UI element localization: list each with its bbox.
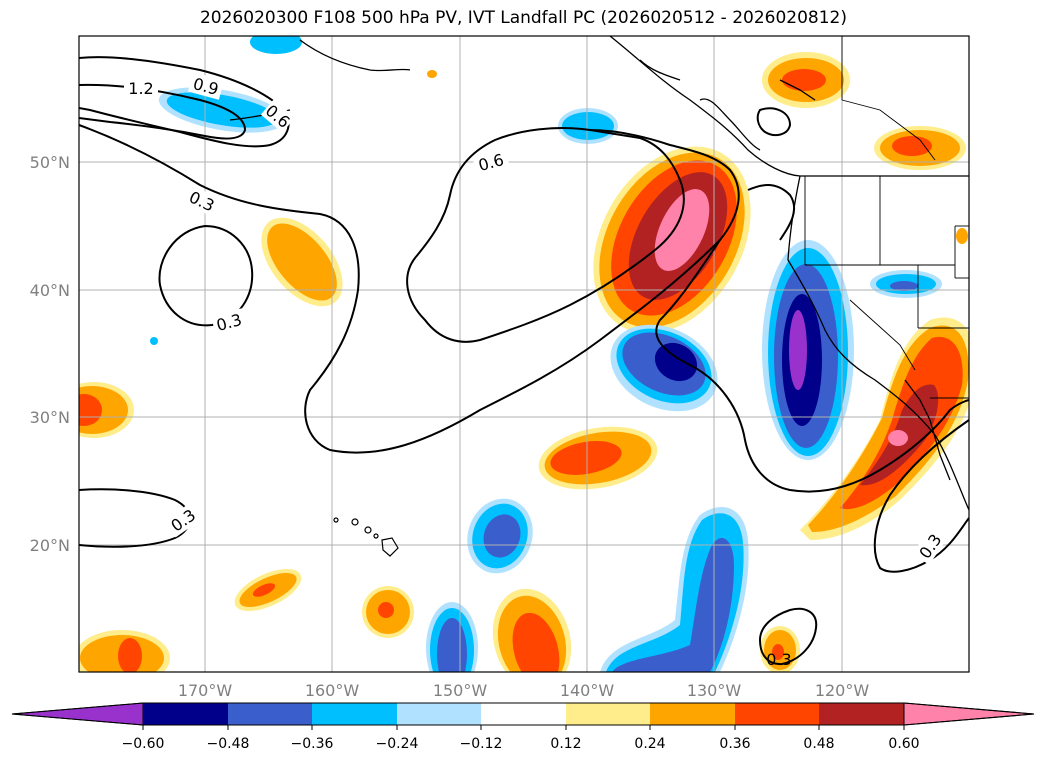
colorbar-tick-label: 0.24	[634, 736, 665, 752]
lon-label: 150°W	[433, 681, 488, 700]
colorbar-tick-label: 0.48	[803, 736, 834, 752]
colorbar-tick-label: 0.12	[550, 736, 581, 752]
positive-anomaly-shade	[427, 70, 437, 78]
positive-anomaly-shade	[892, 136, 932, 156]
pv-contours	[79, 56, 969, 666]
borders	[804, 36, 969, 399]
pv-contour-0-3	[158, 224, 254, 327]
pv-contour-0-6	[655, 239, 969, 493]
positive-anomaly-shade	[772, 644, 784, 660]
colorbar-tick-label: 0.36	[719, 736, 750, 752]
colorbar-segment	[566, 703, 650, 725]
lat-label: 40°N	[30, 281, 70, 300]
positive-anomaly-shade	[252, 583, 276, 597]
lon-label: 120°W	[815, 681, 870, 700]
contour-label: 1.2	[128, 79, 153, 98]
hawaii-islands	[333, 517, 399, 557]
lat-label: 50°N	[30, 153, 70, 172]
negative-anomaly-shade	[250, 36, 302, 54]
colorbar-segment	[143, 703, 228, 725]
colorbar-segment	[650, 703, 735, 725]
positive-anomaly-shade	[654, 189, 710, 271]
positive-anomaly-shade	[888, 430, 908, 446]
lon-label: 140°W	[560, 681, 615, 700]
colorbar-segment	[228, 703, 312, 725]
negative-anomaly-shade	[166, 92, 278, 128]
colorbar-tick-label: −0.24	[376, 736, 419, 752]
negative-anomaly-shade	[654, 342, 698, 382]
colorbar-segment	[312, 703, 397, 725]
positive-anomaly-shade	[550, 441, 622, 475]
colorbar-tick-label: −0.12	[460, 736, 503, 752]
positive-anomaly-shade	[782, 69, 826, 91]
pv-contour-0-6	[747, 184, 796, 241]
contour-label: 0.3	[766, 650, 791, 669]
positive-anomaly-shade	[378, 602, 394, 618]
positive-anomaly-shade	[956, 228, 968, 244]
lon-label: 160°W	[305, 681, 360, 700]
positive-anomaly-shade	[512, 612, 560, 672]
colorbar-segment	[481, 703, 566, 725]
negative-anomaly-shade	[437, 618, 467, 672]
negative-anomaly-shade	[612, 537, 734, 672]
colorbar-tick-label: −0.60	[122, 736, 165, 752]
lat-label: 30°N	[30, 408, 70, 427]
negative-anomaly-shade	[150, 337, 158, 345]
latitude-labels: 50°N 40°N 30°N 20°N	[30, 153, 70, 555]
lat-label: 20°N	[30, 536, 70, 555]
negative-anomaly-shade	[789, 310, 807, 390]
colorbar-extend-max	[903, 702, 1035, 726]
pv-contour-0-3	[758, 607, 818, 666]
pv-contour-0-3	[79, 124, 740, 454]
negative-anomaly-shade	[562, 112, 614, 140]
colorbar-tick-label: −0.36	[291, 736, 334, 752]
colorbar-segment	[397, 703, 481, 725]
positive-anomaly-shade	[79, 394, 102, 426]
positive-anomaly-shade	[118, 638, 142, 672]
colorbar-segment	[735, 703, 819, 725]
pv-contour-0-6	[756, 107, 792, 137]
pv-contour-0-3	[873, 419, 969, 573]
colorbar-extend-min	[11, 702, 144, 726]
coastlines	[229, 36, 969, 511]
colorbar-segment	[819, 703, 904, 725]
longitude-labels: 170°W 160°W 150°W 140°W 130°W 120°W	[178, 681, 870, 700]
lon-label: 130°W	[687, 681, 742, 700]
negative-anomaly-shade	[483, 514, 521, 558]
pv-contour-0-6	[406, 127, 685, 343]
positive-anomaly-shade	[267, 223, 337, 301]
negative-anomaly-shade	[890, 281, 918, 291]
colorbar-tick-label: −0.48	[207, 736, 250, 752]
map-frame	[78, 35, 970, 673]
colorbar: −0.60 −0.48 −0.36 −0.24 −0.12 0.12 0.24 …	[11, 702, 1035, 752]
lon-label: 170°W	[178, 681, 233, 700]
colorbar-tick-label: 0.60	[888, 736, 919, 752]
map-title: 2026020300 F108 500 hPa PV, IVT Landfall…	[199, 8, 847, 28]
